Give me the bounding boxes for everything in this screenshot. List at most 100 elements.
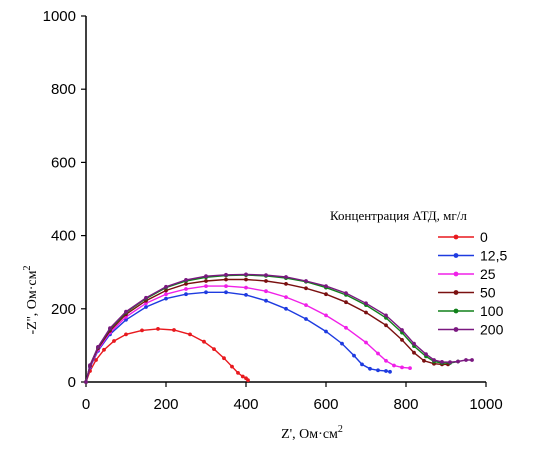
data-point (172, 328, 176, 332)
y-tick-label: 800 (51, 81, 76, 98)
data-point (102, 347, 106, 352)
data-point (400, 328, 404, 332)
data-point (184, 278, 188, 282)
series-line (85, 291, 391, 383)
data-point (448, 360, 452, 365)
data-point (244, 285, 248, 290)
data-point (304, 286, 308, 291)
x-tick-label: 800 (393, 396, 418, 413)
data-point (340, 341, 344, 346)
data-point (212, 347, 216, 351)
data-point (412, 350, 416, 355)
data-point (264, 273, 268, 277)
data-point (368, 366, 372, 371)
data-point (304, 279, 308, 283)
series-200 (84, 272, 474, 384)
legend-label: 200 (480, 322, 504, 338)
x-tick-label: 600 (313, 396, 338, 413)
data-point (224, 272, 228, 277)
x-tick-label: 0 (82, 396, 90, 413)
legend-label: 12,5 (480, 248, 507, 264)
data-point (422, 358, 426, 363)
data-point (164, 284, 168, 289)
data-point (384, 358, 388, 363)
data-point (412, 341, 416, 346)
data-point (364, 340, 368, 345)
legend-item: 12,5 (438, 248, 507, 264)
data-point (108, 326, 112, 331)
data-point (236, 371, 240, 375)
y-tick-label: 1000 (43, 8, 76, 25)
data-point (304, 303, 308, 307)
series-0 (84, 327, 250, 384)
data-point (400, 365, 404, 370)
legend-item: 200 (438, 322, 504, 338)
data-point (244, 277, 248, 282)
legend-label: 100 (480, 303, 504, 319)
data-point (240, 374, 245, 379)
series-line (85, 285, 411, 383)
legend-item: 25 (438, 266, 496, 282)
data-point (188, 332, 192, 337)
data-point (224, 284, 228, 288)
data-point (140, 328, 144, 333)
data-point (94, 358, 98, 362)
data-point (244, 272, 248, 277)
x-axis-label: Z', Ом·см2 (281, 424, 343, 442)
legend-swatch-marker (453, 271, 459, 277)
legend: Концентрация АТД, мг/л 0 12,5 25 50 100 200 (330, 208, 507, 338)
series-line (85, 273, 472, 383)
data-point (246, 378, 250, 383)
data-point (440, 360, 444, 364)
data-point (376, 351, 380, 356)
data-point (304, 317, 308, 321)
data-point (204, 274, 208, 279)
data-point (124, 309, 128, 314)
legend-label: 50 (480, 285, 496, 301)
y-tick-label: 0 (68, 374, 76, 391)
data-point (400, 338, 404, 342)
data-point (204, 279, 208, 283)
legend-label: 25 (480, 266, 496, 282)
y-axis-label: -Z'', Ом·см2 (22, 266, 40, 335)
x-tick-label: 400 (233, 396, 258, 413)
data-point (388, 369, 392, 374)
data-point (464, 358, 468, 362)
data-point (84, 380, 88, 384)
legend-swatch-marker (453, 308, 459, 314)
legend-swatch-marker (453, 290, 459, 295)
data-point (344, 300, 348, 305)
data-point (144, 305, 148, 309)
x-tick-label: 1000 (469, 396, 502, 413)
data-point (144, 301, 148, 306)
data-point (88, 363, 92, 368)
series-25 (84, 284, 412, 384)
data-point (112, 339, 116, 343)
data-point (364, 310, 368, 315)
data-point (164, 296, 168, 301)
data-point (352, 353, 356, 358)
data-point (324, 284, 328, 288)
data-point (184, 282, 188, 286)
data-point (408, 366, 412, 370)
legend-item: 100 (438, 303, 504, 319)
data-point (264, 279, 268, 283)
data-point (384, 369, 388, 373)
data-point (264, 289, 268, 294)
data-point (156, 327, 160, 331)
series-line (85, 328, 249, 383)
data-point (364, 301, 368, 306)
data-point (324, 329, 328, 334)
data-point (224, 277, 228, 282)
legend-title: Концентрация АТД, мг/л (330, 208, 467, 223)
data-point (284, 306, 288, 311)
data-point (204, 284, 208, 288)
data-point (244, 293, 248, 297)
data-point (344, 291, 348, 295)
data-point (124, 317, 128, 322)
data-point (284, 275, 288, 279)
legend-item: 50 (438, 285, 496, 301)
data-point (432, 358, 436, 362)
